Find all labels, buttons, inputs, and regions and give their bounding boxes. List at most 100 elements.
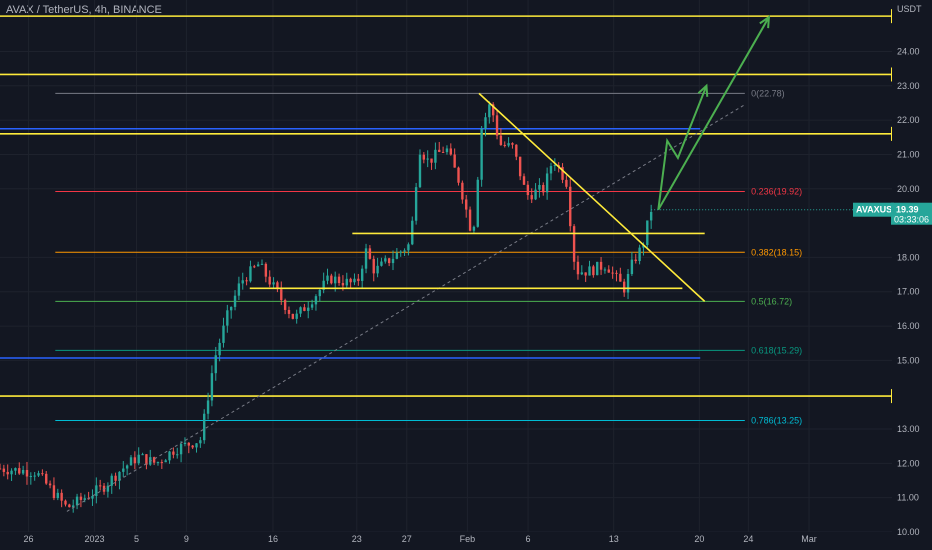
- candle-body: [619, 273, 622, 282]
- candle-body: [565, 179, 568, 187]
- candlestick-series: [0, 101, 653, 513]
- candle-body: [426, 158, 429, 160]
- candle-body: [164, 460, 167, 463]
- candle-body: [299, 307, 302, 314]
- fib-level-label: 0.236(19.92): [751, 187, 802, 197]
- projection-arrow: [657, 16, 770, 211]
- fib-level-label: 0.382(18.15): [751, 247, 802, 257]
- candle-body: [237, 283, 241, 296]
- x-tick-label: 20: [694, 534, 704, 544]
- candle-body: [183, 442, 187, 445]
- symbol-tag-label: AVAXUSDT: [856, 205, 905, 215]
- candle-body: [449, 148, 452, 155]
- candle-body: [441, 151, 445, 153]
- candle-body: [98, 485, 102, 487]
- candle-body: [287, 309, 291, 314]
- candle-body: [21, 470, 25, 474]
- candle-body: [25, 470, 29, 477]
- candle-body: [630, 259, 634, 274]
- candle-body: [407, 244, 410, 251]
- chart-title: AVAX / TetherUS, 4h, BINANCE: [6, 4, 162, 16]
- candle-body: [176, 454, 179, 456]
- candle-body: [233, 295, 237, 307]
- candle-body: [384, 258, 387, 262]
- candle-body: [2, 468, 6, 472]
- candle-body: [572, 226, 576, 262]
- candle-body: [206, 400, 210, 414]
- candle-body: [334, 276, 337, 284]
- candle-body: [45, 473, 48, 484]
- y-tick-label: 20.00: [897, 184, 920, 194]
- candle-body: [534, 189, 537, 200]
- candle-body: [75, 496, 79, 506]
- candle-body: [569, 186, 572, 227]
- candle-body: [52, 485, 56, 499]
- candle-body: [422, 154, 426, 160]
- x-tick-label: 6: [526, 534, 531, 544]
- candle-body: [64, 500, 67, 505]
- candle-body: [376, 265, 379, 274]
- candle-body: [6, 471, 9, 475]
- candle-body: [461, 182, 464, 200]
- candle-body: [611, 272, 614, 274]
- candle-body: [195, 443, 198, 448]
- candle-body: [68, 504, 71, 508]
- candle-body: [60, 492, 63, 501]
- candle-body: [418, 154, 422, 188]
- candle-body: [95, 485, 98, 496]
- time-axis: 26 2023 5 9 16 23 27 Feb 6 13 20 24 Mar: [0, 532, 892, 550]
- candle-body: [411, 220, 414, 245]
- candle-body: [318, 289, 321, 297]
- x-tick-label: 24: [743, 534, 753, 544]
- arrow-head: [697, 83, 709, 97]
- candle-body: [245, 280, 248, 282]
- descending-trendline: [478, 92, 706, 302]
- candle-body: [414, 187, 418, 221]
- y-tick-label: 16.00: [897, 321, 920, 331]
- candle-body: [280, 289, 283, 301]
- candle-body: [83, 498, 86, 500]
- bar-countdown-label: 03:33:06: [894, 215, 929, 225]
- candle-body: [634, 259, 637, 262]
- candle-body: [222, 325, 225, 343]
- candle-body: [72, 505, 75, 508]
- candle-body: [260, 263, 264, 265]
- candle-body: [283, 300, 287, 310]
- fib-level-label: 0.786(13.25): [751, 415, 802, 425]
- candle-body: [588, 266, 591, 276]
- candle-body: [399, 251, 402, 253]
- x-tick-label: 13: [609, 534, 619, 544]
- candle-body: [210, 373, 214, 401]
- candle-body: [538, 184, 541, 190]
- candle-body: [491, 104, 495, 116]
- candle-body: [360, 268, 364, 281]
- candle-body: [622, 281, 626, 293]
- candle-body: [191, 445, 194, 448]
- candle-body: [249, 266, 252, 282]
- x-tick-label: 26: [24, 534, 34, 544]
- candle-body: [576, 261, 580, 275]
- projection-arrow: [657, 85, 708, 210]
- candle-body: [345, 278, 348, 286]
- y-tick-label: 23.00: [897, 81, 920, 91]
- candle-body: [488, 104, 491, 118]
- candle-body: [561, 166, 564, 180]
- candle-body: [226, 310, 229, 326]
- candle-body: [256, 264, 260, 267]
- candle-body: [341, 283, 345, 286]
- candle-body: [434, 149, 437, 163]
- y-tick-label: 11.00: [897, 493, 919, 503]
- x-tick-label: Feb: [460, 534, 476, 544]
- candle-body: [160, 462, 164, 464]
- y-tick-label: 12.00: [897, 458, 920, 468]
- candle-body: [430, 158, 433, 163]
- candle-body: [303, 307, 306, 311]
- candle-body: [29, 476, 33, 478]
- candle-body: [380, 261, 383, 266]
- y-tick-label: 13.00: [897, 424, 920, 434]
- candle-body: [499, 135, 503, 145]
- current-price-tag: [891, 202, 932, 225]
- chart-drawings: [66, 15, 771, 512]
- candle-body: [310, 304, 314, 308]
